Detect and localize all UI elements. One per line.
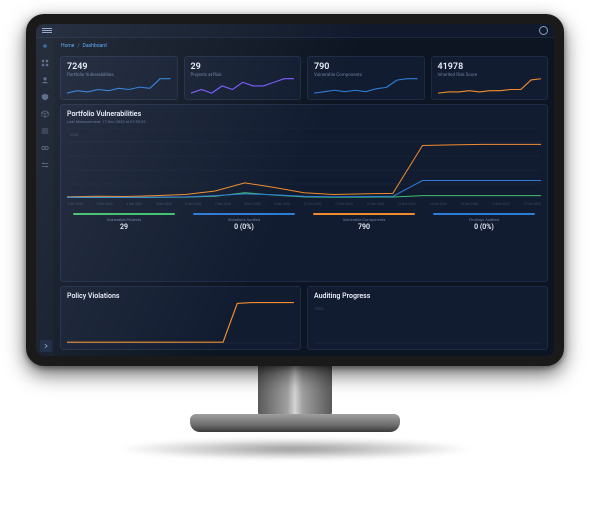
- breadcrumb-current: Dashboard: [83, 43, 107, 49]
- link-icon[interactable]: [41, 144, 49, 152]
- monitor-shadow: [115, 438, 475, 460]
- kpi-card[interactable]: 790Vulnerable Components: [307, 56, 425, 100]
- chevron-right-icon: [43, 343, 49, 349]
- app-screen: Home/Dashboard 7249Portfolio Vulnerabili…: [36, 24, 554, 356]
- sidebar: [36, 38, 54, 356]
- topbar: [36, 24, 554, 38]
- kpi-sparkline: [314, 78, 418, 94]
- kpi-sparkline: [438, 78, 542, 94]
- menu-icon[interactable]: [42, 26, 52, 35]
- main-chart: 1000: [67, 128, 541, 198]
- kpi-value: 790: [314, 62, 418, 72]
- monitor-stand-base: [190, 414, 400, 432]
- monitor-frame: Home/Dashboard 7249Portfolio Vulnerabili…: [26, 14, 564, 366]
- chart-subtitle: Last Measurement: 17 Dec 2020 at 07:55:3…: [67, 119, 541, 124]
- kpi-value: 7249: [67, 62, 171, 72]
- monitor-stand-neck: [258, 364, 332, 418]
- stat-block: Violations Audited0 (0%): [187, 210, 301, 234]
- kpi-card[interactable]: 41978Inherited Risk Score: [431, 56, 549, 100]
- list-icon[interactable]: [41, 127, 49, 135]
- auditing-progress-card: Auditing Progress 100%: [307, 286, 548, 350]
- main-content: Home/Dashboard 7249Portfolio Vulnerabili…: [54, 38, 554, 356]
- sliders-icon[interactable]: [41, 161, 49, 169]
- logo-icon[interactable]: [41, 42, 49, 50]
- stat-label: Violations Audited: [187, 217, 301, 222]
- svg-text:1000: 1000: [69, 132, 79, 137]
- stat-block: Vulnerable Components790: [307, 210, 421, 234]
- panel-title: Policy Violations: [67, 292, 294, 300]
- stat-value: 0 (0%): [427, 223, 541, 231]
- stat-value: 29: [67, 223, 181, 231]
- kpi-card[interactable]: 29Projects at Risk: [184, 56, 302, 100]
- chart-title: Portfolio Vulnerabilities: [67, 110, 541, 118]
- kpi-value: 29: [191, 62, 295, 72]
- stat-block: Vulnerable Projects29: [67, 210, 181, 234]
- policy-violations-chart: [67, 300, 294, 344]
- kpi-card[interactable]: 7249Portfolio Vulnerabilities: [60, 56, 178, 100]
- stat-label: Vulnerable Projects: [67, 217, 181, 222]
- cube-icon[interactable]: [41, 110, 49, 118]
- dashboard-icon[interactable]: [41, 59, 49, 67]
- users-icon[interactable]: [41, 76, 49, 84]
- stat-label: Findings Audited: [427, 217, 541, 222]
- stat-block: Findings Audited0 (0%): [427, 210, 541, 234]
- kpi-sparkline: [67, 78, 171, 94]
- stat-value: 0 (0%): [187, 223, 301, 231]
- kpi-sparkline: [191, 78, 295, 94]
- policy-violations-card: Policy Violations: [60, 286, 301, 350]
- breadcrumb-root[interactable]: Home: [61, 43, 74, 49]
- breadcrumb: Home/Dashboard: [60, 42, 548, 52]
- main-chart-card: Portfolio Vulnerabilities Last Measureme…: [60, 104, 548, 282]
- stat-value: 790: [307, 223, 421, 231]
- auditing-chart: [314, 311, 541, 344]
- stat-label: Vulnerable Components: [307, 217, 421, 222]
- kpi-value: 41978: [438, 62, 542, 72]
- panel-title: Auditing Progress: [314, 292, 541, 300]
- expand-sidebar-button[interactable]: [40, 340, 52, 352]
- shield-icon[interactable]: [41, 93, 49, 101]
- avatar-icon[interactable]: [539, 26, 548, 35]
